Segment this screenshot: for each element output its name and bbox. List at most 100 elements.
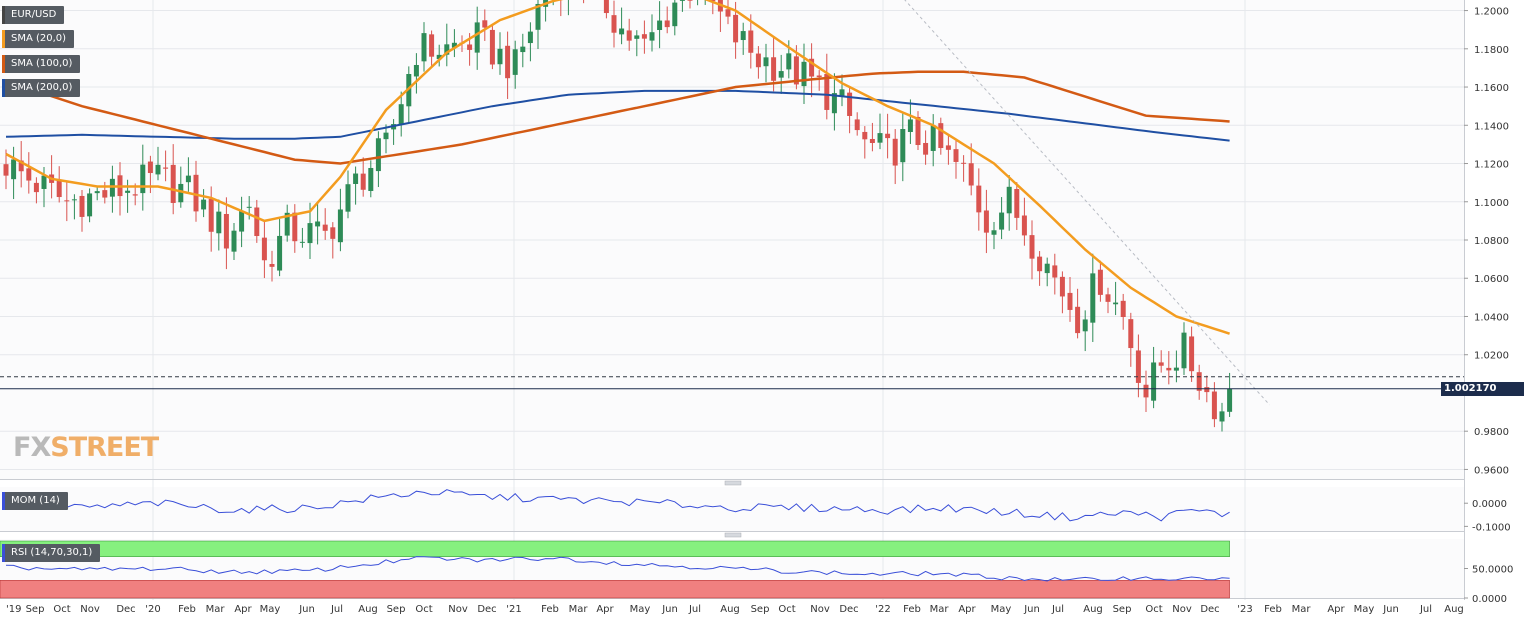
candle-body [512, 49, 518, 75]
candle [527, 22, 533, 62]
candle [398, 91, 404, 137]
legend-swatch [2, 79, 5, 97]
candle-body [930, 125, 936, 151]
candle [170, 144, 176, 215]
candle-body [1211, 391, 1217, 420]
candle-body [360, 173, 366, 190]
candle-body [26, 168, 32, 181]
legend-sma20[interactable]: SMA (20,0) [2, 30, 75, 48]
x-tick-label: Sep [387, 604, 406, 615]
legend-label: MOM (14) [11, 495, 60, 506]
x-tick-label: Oct [415, 604, 432, 615]
candle-body [809, 58, 815, 77]
candle-body [619, 28, 625, 35]
candle-body [345, 184, 351, 212]
candle-body [1120, 300, 1126, 318]
candle [755, 46, 761, 79]
legend-rsi[interactable]: RSI (14,70,30,1) [2, 544, 101, 562]
fxstreet-logo: FXSTREET [13, 432, 159, 463]
x-tick-label: Aug [358, 604, 378, 615]
candle-body [216, 211, 222, 234]
candle [1120, 293, 1126, 330]
candle-body [64, 200, 70, 202]
candle [664, 6, 670, 34]
candle [231, 222, 237, 260]
candle-body [444, 44, 450, 55]
current-price-tag: 1.002170 [1441, 382, 1524, 396]
candle-body [634, 35, 640, 39]
candle-body [1052, 265, 1058, 278]
candle-body [1113, 302, 1119, 305]
candle-body [18, 160, 24, 172]
candle-body [375, 138, 381, 172]
x-tick-label: Mar [206, 604, 226, 615]
price-tick-label: 1.1600 [1474, 83, 1509, 94]
candle [892, 129, 898, 185]
candle [687, 0, 693, 9]
candle [413, 53, 419, 94]
candle-body [94, 191, 100, 194]
candle-body [147, 161, 153, 174]
candle-body [520, 46, 526, 53]
rsi-plot[interactable] [0, 540, 1230, 599]
candle [163, 150, 169, 182]
candle [999, 197, 1005, 240]
candle [938, 117, 944, 155]
candle-body [1014, 188, 1020, 218]
x-tick-label: Jun [661, 604, 678, 615]
candle [1006, 175, 1012, 231]
candle [1196, 364, 1202, 400]
candle-body [535, 3, 541, 30]
candle-body [1189, 336, 1195, 372]
candle [816, 70, 822, 91]
price-plot[interactable] [0, 0, 1464, 432]
candle [18, 141, 24, 188]
candle [839, 74, 845, 107]
candle-body [269, 263, 275, 267]
candle [140, 144, 146, 211]
candle-body [163, 167, 169, 169]
candle [824, 53, 830, 120]
candle-body [132, 194, 138, 196]
candle-body [1090, 273, 1096, 323]
candle-body [603, 0, 609, 14]
candle [1082, 310, 1088, 352]
candle-body [140, 164, 146, 194]
legend-eurusd[interactable]: EUR/USD [2, 6, 65, 24]
candle-body [1204, 387, 1210, 393]
candle [854, 112, 860, 136]
candle [1181, 322, 1187, 376]
x-tick-label: '23 [1237, 604, 1252, 615]
x-tick-label: Apr [596, 604, 614, 615]
candle [223, 197, 229, 270]
candle [725, 0, 731, 25]
candle-body [839, 89, 845, 96]
candle [201, 189, 207, 218]
x-tick-label: Oct [1145, 604, 1162, 615]
candle [269, 250, 275, 282]
candle-body [208, 198, 214, 232]
candle-body [748, 30, 754, 53]
candle-body [11, 159, 17, 180]
candle [1052, 253, 1058, 295]
price-tick-label: 1.1200 [1474, 160, 1509, 171]
candle-body [170, 164, 176, 203]
candle-body [33, 182, 39, 193]
candle [512, 40, 518, 89]
candle [885, 113, 891, 159]
momentum-plot[interactable] [5, 489, 1230, 522]
legend-sma100[interactable]: SMA (100,0) [2, 55, 81, 73]
momentum-line [5, 489, 1230, 522]
candle [87, 188, 93, 223]
candle [778, 54, 784, 95]
price-tick-label: 1.0800 [1474, 236, 1509, 247]
candle [847, 86, 853, 134]
legend-label: EUR/USD [11, 9, 57, 20]
legend-sma200[interactable]: SMA (200,0) [2, 79, 81, 97]
price-tick-label: 1.2000 [1474, 7, 1509, 18]
candle-body [1059, 276, 1065, 297]
legend-mom[interactable]: MOM (14) [2, 492, 68, 510]
candle-body [299, 241, 305, 243]
candle-body [155, 164, 161, 175]
candle-body [710, 0, 716, 2]
